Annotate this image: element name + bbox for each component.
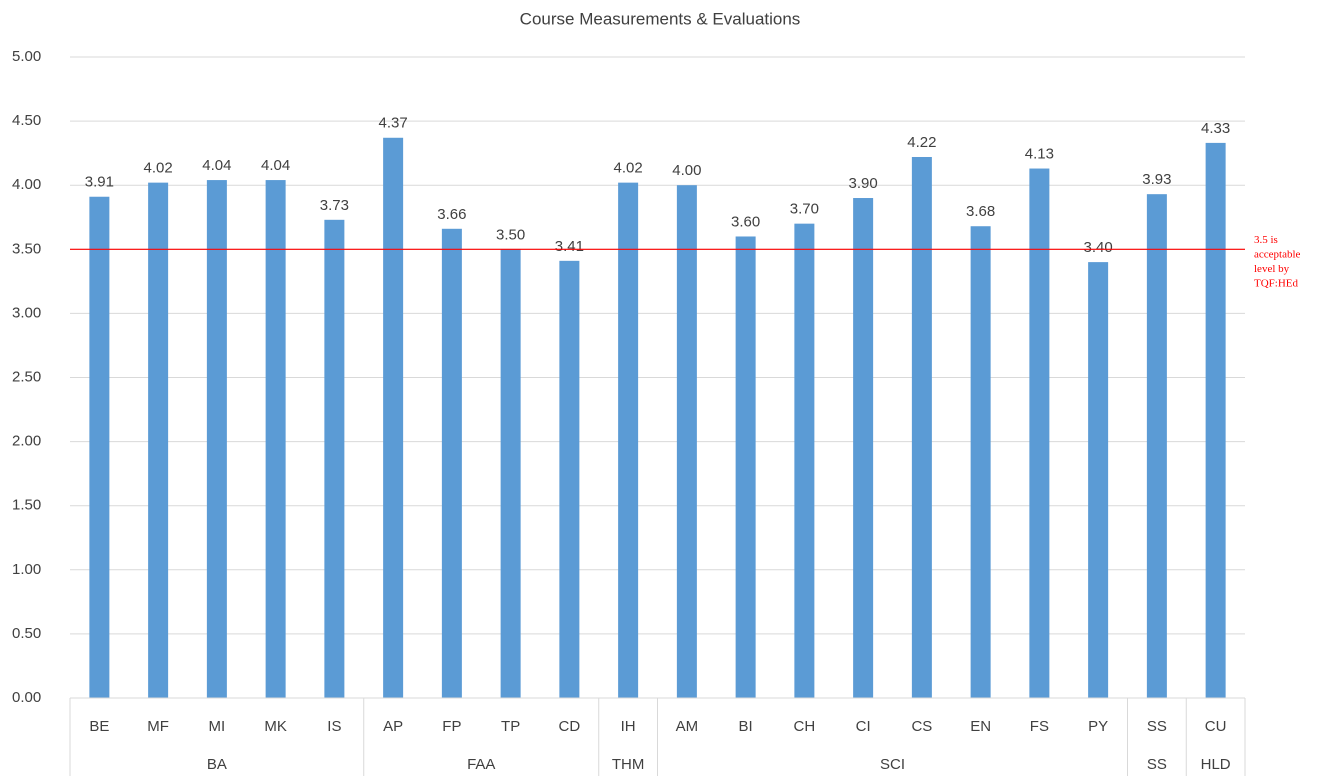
value-label: 4.04 bbox=[261, 157, 290, 174]
value-label: 4.02 bbox=[614, 160, 643, 177]
value-label: 3.60 bbox=[731, 213, 760, 230]
value-label: 3.70 bbox=[790, 201, 819, 218]
bar bbox=[911, 156, 932, 699]
bar bbox=[618, 182, 639, 699]
value-label: 4.37 bbox=[379, 115, 408, 132]
x-tick-label: FP bbox=[442, 718, 461, 735]
x-tick-label: IS bbox=[327, 718, 341, 735]
value-label: 4.33 bbox=[1201, 120, 1230, 137]
y-tick-label: 3.50 bbox=[12, 240, 41, 257]
y-tick-label: 0.50 bbox=[12, 625, 41, 642]
x-tick-label: CS bbox=[911, 718, 932, 735]
bar bbox=[148, 182, 169, 699]
x-tick-label: MF bbox=[147, 718, 169, 735]
bar bbox=[500, 249, 521, 699]
value-label: 3.93 bbox=[1142, 171, 1171, 188]
bar bbox=[206, 180, 227, 698]
x-tick-label: EN bbox=[970, 718, 991, 735]
value-label: 3.91 bbox=[85, 174, 114, 191]
y-tick-label: 1.00 bbox=[12, 561, 41, 578]
value-label: 4.02 bbox=[144, 160, 173, 177]
group-label: HLD bbox=[1201, 756, 1231, 773]
x-tick-label: CD bbox=[559, 718, 581, 735]
y-tick-label: 5.00 bbox=[12, 48, 41, 65]
value-label: 4.22 bbox=[907, 134, 936, 151]
group-label: THM bbox=[612, 756, 645, 773]
bar bbox=[383, 137, 404, 699]
x-tick-label: IH bbox=[621, 718, 636, 735]
group-label: SS bbox=[1147, 756, 1167, 773]
reference-label: 3.5 is bbox=[1254, 234, 1278, 246]
x-tick-label: PY bbox=[1088, 718, 1108, 735]
bar bbox=[1029, 168, 1050, 698]
bar bbox=[441, 228, 462, 698]
value-label: 4.00 bbox=[672, 162, 701, 179]
x-tick-label: SS bbox=[1147, 718, 1167, 735]
y-tick-label: 0.00 bbox=[12, 689, 41, 706]
bar bbox=[735, 236, 756, 699]
x-tick-label: MK bbox=[264, 718, 287, 735]
bar bbox=[794, 223, 815, 698]
x-tick-label: FS bbox=[1030, 718, 1049, 735]
bar bbox=[1088, 262, 1109, 698]
value-label: 3.66 bbox=[437, 206, 466, 223]
x-tick-label: MI bbox=[209, 718, 226, 735]
x-tick-label: AM bbox=[676, 718, 699, 735]
y-tick-label: 3.00 bbox=[12, 304, 41, 321]
x-tick-label: CU bbox=[1205, 718, 1227, 735]
y-tick-label: 1.50 bbox=[12, 497, 41, 514]
y-tick-label: 4.50 bbox=[12, 112, 41, 129]
y-tick-label: 4.00 bbox=[12, 176, 41, 193]
value-label: 3.40 bbox=[1084, 239, 1113, 256]
chart-title: Course Measurements & Evaluations bbox=[520, 9, 801, 28]
value-label: 3.68 bbox=[966, 203, 995, 220]
bar bbox=[265, 180, 286, 698]
value-label: 4.04 bbox=[202, 157, 231, 174]
bar bbox=[970, 226, 991, 698]
group-label: FAA bbox=[467, 756, 495, 773]
value-label: 3.90 bbox=[849, 175, 878, 192]
y-tick-label: 2.50 bbox=[12, 368, 41, 385]
bar bbox=[324, 219, 345, 698]
value-label: 3.50 bbox=[496, 226, 525, 243]
bar bbox=[1205, 142, 1226, 699]
value-label: 3.73 bbox=[320, 197, 349, 214]
value-label: 4.13 bbox=[1025, 146, 1054, 163]
x-tick-label: CH bbox=[794, 718, 816, 735]
bar bbox=[676, 185, 697, 698]
group-label: BA bbox=[207, 756, 227, 773]
x-tick-label: TP bbox=[501, 718, 520, 735]
bar bbox=[89, 196, 110, 698]
reference-label: TQF:HEd bbox=[1254, 277, 1299, 289]
value-label: 3.41 bbox=[555, 238, 584, 255]
bar bbox=[559, 260, 580, 698]
reference-label: level by bbox=[1254, 263, 1290, 275]
reference-label: acceptable bbox=[1254, 248, 1301, 260]
x-tick-label: AP bbox=[383, 718, 403, 735]
x-tick-label: BI bbox=[739, 718, 753, 735]
y-tick-label: 2.00 bbox=[12, 433, 41, 450]
x-tick-label: BE bbox=[89, 718, 109, 735]
group-label: SCI bbox=[880, 756, 905, 773]
bar bbox=[853, 198, 874, 698]
x-tick-label: CI bbox=[856, 718, 871, 735]
bar bbox=[1146, 194, 1167, 698]
